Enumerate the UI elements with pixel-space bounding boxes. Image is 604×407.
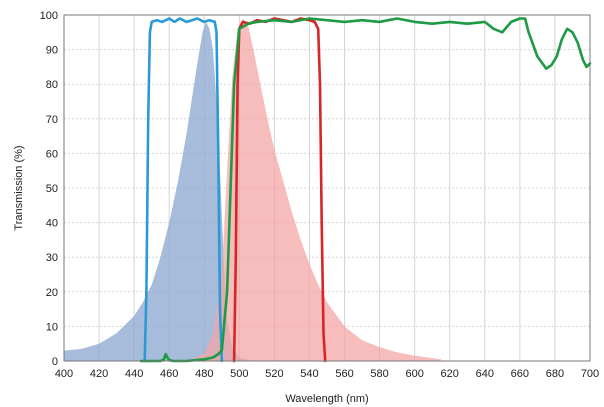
area-series-0 [64, 21, 257, 362]
y-tick-labels: 0 10 20 30 40 50 60 70 80 90 100 [40, 10, 58, 368]
x-tick-label: 620 [441, 368, 459, 380]
x-tick-label: 400 [55, 368, 73, 380]
x-tick-label: 480 [195, 368, 213, 380]
y-tick-label: 10 [46, 321, 58, 333]
y-tick-label: 100 [40, 10, 58, 22]
plot-frame [63, 14, 591, 362]
y-tick-label: 40 [46, 218, 58, 230]
area-series-1 [186, 18, 441, 361]
x-axis-label: Wavelength (nm) [285, 393, 368, 405]
x-tick-label: 540 [300, 368, 318, 380]
x-tick-label: 500 [230, 368, 248, 380]
y-tick-label: 90 [46, 45, 58, 57]
x-tick-label: 460 [160, 368, 178, 380]
y-tick-label: 0 [52, 356, 58, 368]
y-tick-label: 60 [46, 148, 58, 160]
x-tick-label: 520 [265, 368, 283, 380]
x-tick-label: 560 [335, 368, 353, 380]
y-tick-label: 70 [46, 114, 58, 126]
x-tick-label: 660 [511, 368, 529, 380]
x-tick-label: 600 [405, 368, 423, 380]
y-tick-label: 30 [46, 252, 58, 264]
x-tick-label: 580 [370, 368, 388, 380]
filled-spectra [64, 18, 441, 362]
x-tick-label: 700 [581, 368, 599, 380]
y-tick-label: 50 [46, 183, 58, 195]
y-tick-label: 80 [46, 79, 58, 91]
x-tick-label: 440 [125, 368, 143, 380]
x-tick-label: 420 [90, 368, 108, 380]
x-tick-label: 640 [476, 368, 494, 380]
x-tick-label: 680 [546, 368, 564, 380]
x-tick-labels: 400 420 440 460 480 500 520 540 560 580 600 620 640 6… [55, 368, 599, 380]
y-axis-label: Transmission (%) [13, 145, 25, 230]
line-series-2 [143, 17, 224, 363]
y-tick-label: 20 [46, 287, 58, 299]
